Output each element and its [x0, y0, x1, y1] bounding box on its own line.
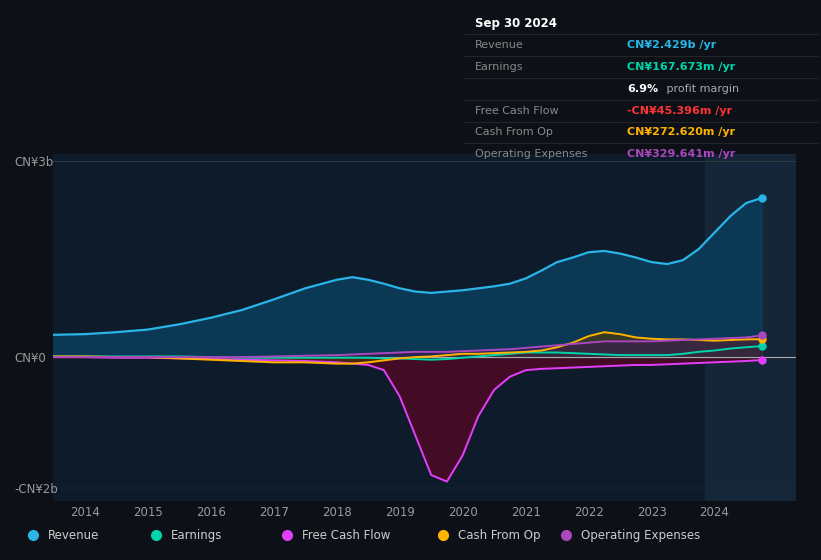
Text: Earnings: Earnings — [171, 529, 222, 542]
Text: CN¥272.620m /yr: CN¥272.620m /yr — [627, 128, 736, 137]
Text: 6.9%: 6.9% — [627, 84, 658, 94]
Text: Operating Expenses: Operating Expenses — [581, 529, 700, 542]
Bar — [705, 154, 800, 501]
Text: profit margin: profit margin — [663, 84, 739, 94]
Text: Revenue: Revenue — [48, 529, 99, 542]
Text: Revenue: Revenue — [475, 40, 523, 50]
Text: Free Cash Flow: Free Cash Flow — [475, 106, 558, 115]
Text: Free Cash Flow: Free Cash Flow — [302, 529, 391, 542]
Text: Cash From Op: Cash From Op — [458, 529, 540, 542]
Text: CN¥167.673m /yr: CN¥167.673m /yr — [627, 62, 736, 72]
Text: Sep 30 2024: Sep 30 2024 — [475, 17, 557, 30]
Text: -CN¥45.396m /yr: -CN¥45.396m /yr — [627, 106, 732, 115]
Text: Earnings: Earnings — [475, 62, 523, 72]
Text: CN¥329.641m /yr: CN¥329.641m /yr — [627, 150, 736, 159]
Text: Cash From Op: Cash From Op — [475, 128, 553, 137]
Text: Operating Expenses: Operating Expenses — [475, 150, 587, 159]
Text: CN¥2.429b /yr: CN¥2.429b /yr — [627, 40, 717, 50]
